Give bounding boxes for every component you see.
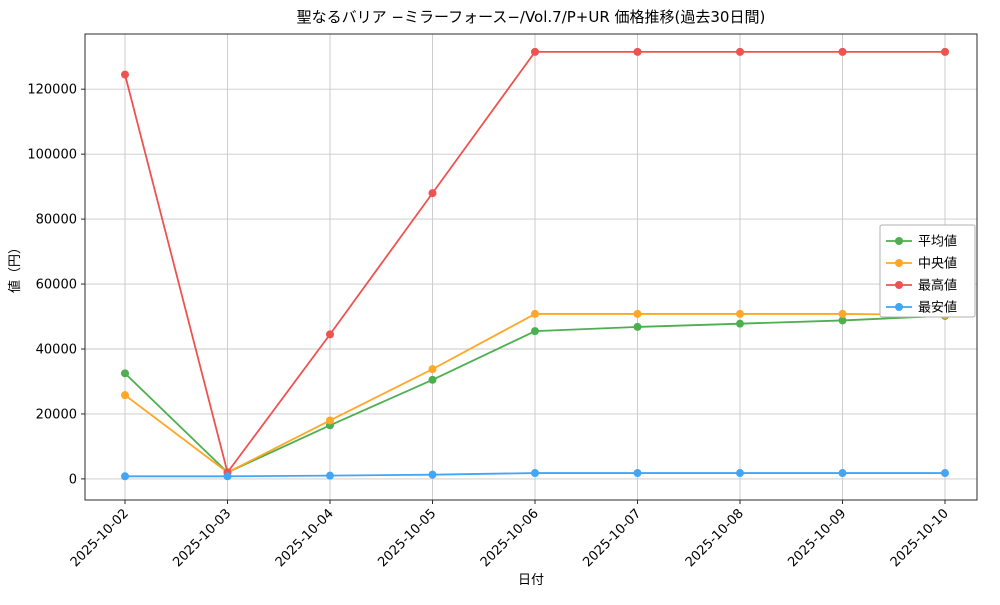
legend-box <box>879 224 976 318</box>
data-point <box>121 70 129 79</box>
legend-label: 平均値 <box>918 234 957 250</box>
legend-item-最安値: 最安値 <box>886 300 957 316</box>
legend-label: 最高値 <box>918 278 957 294</box>
y-tick-label: 0 <box>69 472 77 487</box>
x-tick-label: 2025-10-06 <box>478 506 542 570</box>
legend-label: 中央値 <box>918 256 957 272</box>
data-point <box>121 472 129 481</box>
data-point <box>736 319 744 328</box>
data-point <box>838 47 847 56</box>
legend-marker <box>895 281 903 289</box>
data-point <box>531 47 539 56</box>
data-point <box>633 322 642 331</box>
legend-item-中央値: 中央値 <box>886 256 957 272</box>
legend-item-平均値: 平均値 <box>886 234 957 250</box>
x-tick-label: 2025-10-07 <box>580 506 644 570</box>
data-point <box>121 391 129 400</box>
data-point <box>633 309 642 318</box>
data-point <box>633 47 642 56</box>
data-point <box>633 469 642 478</box>
y-tick-label: 40000 <box>36 342 77 357</box>
data-point <box>428 189 437 198</box>
data-point <box>121 369 129 378</box>
y-axis-label: 値（円） <box>7 241 23 293</box>
data-point <box>941 47 949 56</box>
data-point <box>326 416 334 425</box>
y-tick-label: 60000 <box>36 278 77 293</box>
y-tick-label: 100000 <box>27 148 77 163</box>
data-point <box>223 472 232 481</box>
x-tick-label: 2025-10-08 <box>683 506 747 570</box>
x-tick-label: 2025-10-04 <box>273 506 337 570</box>
data-point <box>326 330 334 339</box>
data-point <box>736 47 744 56</box>
data-point <box>428 375 437 384</box>
y-tick-label: 120000 <box>27 83 77 98</box>
data-point <box>531 327 539 336</box>
data-point <box>531 309 539 318</box>
plot-area <box>85 34 977 500</box>
data-point <box>736 469 744 478</box>
y-tick-label: 80000 <box>36 213 77 228</box>
data-point <box>941 469 949 478</box>
data-point <box>428 365 437 374</box>
data-point <box>326 471 334 480</box>
legend-marker <box>895 303 903 311</box>
chart-title: 聖なるバリア −ミラーフォース−/Vol.7/P+UR 価格推移(過去30日間) <box>297 8 766 26</box>
x-tick-label: 2025-10-09 <box>785 506 849 570</box>
data-point <box>428 470 437 479</box>
x-tick-label: 2025-10-10 <box>888 506 952 570</box>
data-point <box>838 469 847 478</box>
data-point <box>838 316 847 325</box>
data-point <box>531 469 539 478</box>
plot-border <box>84 33 978 501</box>
legend-item-最高値: 最高値 <box>886 278 957 294</box>
x-axis-label: 日付 <box>518 573 544 588</box>
legend-label: 最安値 <box>918 300 957 316</box>
data-point <box>736 309 744 318</box>
legend-marker <box>895 237 903 245</box>
y-tick-label: 20000 <box>36 407 77 422</box>
data-point <box>838 309 847 318</box>
x-tick-label: 2025-10-02 <box>68 506 132 570</box>
x-tick-label: 2025-10-05 <box>375 506 439 570</box>
x-tick-label: 2025-10-03 <box>170 506 234 570</box>
legend-marker <box>895 259 903 267</box>
